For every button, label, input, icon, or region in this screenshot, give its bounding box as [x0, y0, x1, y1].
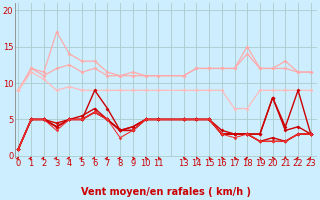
- X-axis label: Vent moyen/en rafales ( km/h ): Vent moyen/en rafales ( km/h ): [81, 187, 251, 197]
